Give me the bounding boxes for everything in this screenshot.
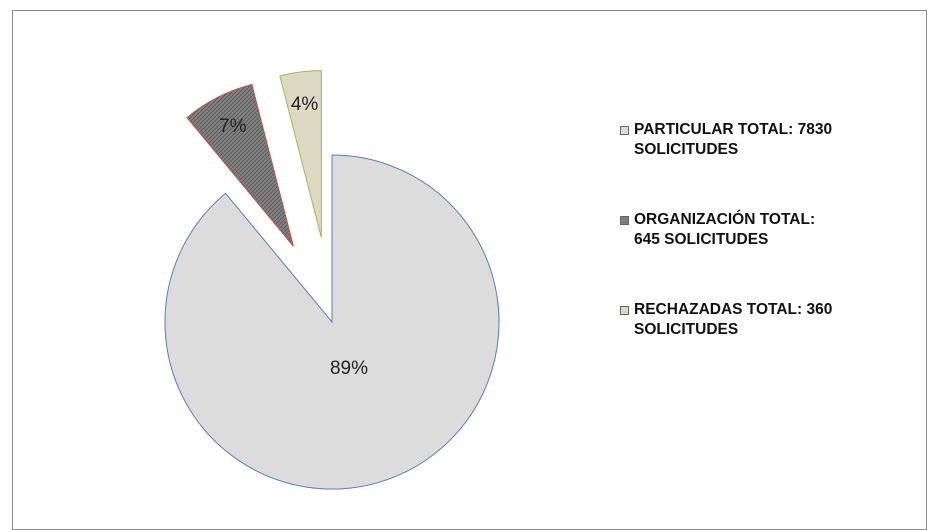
legend-item: RECHAZADAS TOTAL: 360 SOLICITUDES	[618, 300, 839, 340]
pie-slice	[186, 83, 294, 247]
legend-swatch	[620, 306, 629, 315]
data-label: 7%	[219, 116, 247, 137]
legend-label: PARTICULAR TOTAL: 7830 SOLICITUDES	[634, 121, 833, 158]
legend-label: ORGANIZACIÓN TOTAL: 645 SOLICITUDES	[634, 211, 816, 248]
pie-slice	[164, 154, 500, 490]
data-label: 89%	[330, 358, 368, 379]
chart: 89% 7% 4%	[164, 70, 500, 490]
pie-slice	[279, 70, 322, 238]
data-label: 4%	[291, 94, 319, 115]
legend: PARTICULAR TOTAL: 7830 SOLICITUDES ORGANI…	[618, 120, 858, 390]
legend-swatch	[620, 216, 629, 225]
legend-item: ORGANIZACIÓN TOTAL: 645 SOLICITUDES	[618, 210, 839, 250]
legend-swatch	[620, 126, 629, 135]
legend-item: PARTICULAR TOTAL: 7830 SOLICITUDES	[618, 120, 839, 160]
legend-label: RECHAZADAS TOTAL: 360 SOLICITUDES	[634, 301, 833, 338]
